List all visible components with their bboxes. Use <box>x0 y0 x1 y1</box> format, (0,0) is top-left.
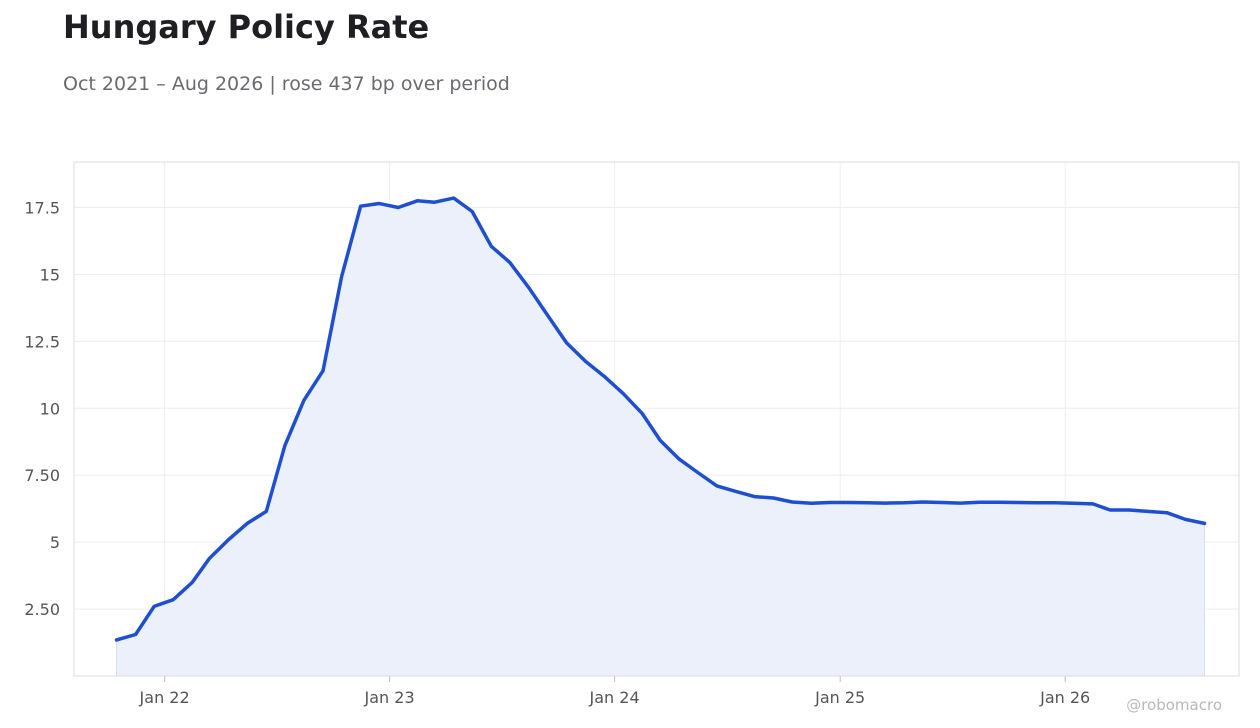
data-point <box>339 274 345 280</box>
y-tick-label: 7.50 <box>24 466 60 485</box>
data-point <box>320 368 326 374</box>
data-point <box>545 313 551 319</box>
data-point <box>601 373 607 379</box>
y-tick-label: 12.5 <box>24 332 60 351</box>
data-point <box>808 500 814 506</box>
series-line-policy-rate <box>114 196 1207 642</box>
data-point <box>151 603 157 609</box>
data-point <box>114 637 120 643</box>
x-tick-label: Jan 25 <box>814 688 865 707</box>
data-point <box>1182 516 1188 522</box>
data-point <box>395 205 401 211</box>
data-point <box>976 499 982 505</box>
data-point <box>676 456 682 462</box>
data-point <box>244 520 250 526</box>
data-point <box>1164 510 1170 516</box>
data-point <box>714 483 720 489</box>
data-point <box>376 200 382 206</box>
data-point <box>695 470 701 476</box>
data-point <box>226 536 232 542</box>
x-tick-label: Jan 24 <box>589 688 640 707</box>
y-tick-label: 10 <box>40 399 60 418</box>
data-point <box>1090 501 1096 507</box>
data-point <box>469 209 475 215</box>
data-point <box>526 285 532 291</box>
data-point <box>507 259 513 265</box>
x-tick-label: Jan 22 <box>139 688 190 707</box>
data-point <box>920 499 926 505</box>
y-axis-ticks: 2.50 5 7.50 10 12.5 15 17.5 <box>24 199 60 620</box>
data-point <box>301 397 307 403</box>
data-point <box>1014 500 1020 506</box>
plot-frame <box>73 161 1240 677</box>
data-point <box>263 508 269 514</box>
data-point <box>789 499 795 505</box>
data-point <box>1071 500 1077 506</box>
data-point <box>996 499 1002 505</box>
data-point <box>882 500 888 506</box>
data-point <box>957 500 963 506</box>
data-point <box>846 500 852 506</box>
data-point <box>451 195 457 201</box>
data-point <box>564 340 570 346</box>
data-point <box>827 500 833 506</box>
y-tick-label: 15 <box>40 265 60 284</box>
data-point <box>771 495 777 501</box>
data-point <box>189 579 195 585</box>
data-point <box>939 500 945 506</box>
y-tick-label: 2.50 <box>24 600 60 619</box>
data-point <box>620 391 626 397</box>
data-point <box>1126 507 1132 513</box>
data-point <box>414 198 420 204</box>
data-point <box>1145 508 1151 514</box>
x-tick-label: Jan 23 <box>364 688 415 707</box>
data-point <box>170 597 176 603</box>
y-tick-label: 5 <box>50 533 60 552</box>
chart-subtitle: Oct 2021 – Aug 2026 | rose 437 bp over p… <box>63 73 510 95</box>
data-point <box>752 494 758 500</box>
data-point <box>488 243 494 249</box>
data-point <box>432 199 438 205</box>
watermark: @robomacro <box>1126 696 1222 714</box>
y-tick-label: 17.5 <box>24 199 60 218</box>
data-point <box>901 500 907 506</box>
data-point <box>657 437 663 443</box>
data-point <box>282 443 288 449</box>
data-point <box>207 555 213 561</box>
data-point <box>1052 500 1058 506</box>
data-point <box>1033 500 1039 506</box>
data-point <box>1107 507 1113 513</box>
chart-title: Hungary Policy Rate <box>63 8 430 46</box>
data-point <box>358 203 364 209</box>
data-point <box>865 500 871 506</box>
data-point <box>1201 520 1207 526</box>
x-axis-ticks: Jan 22 Jan 23 Jan 24 Jan 25 Jan 26 <box>139 688 1091 707</box>
data-point <box>639 411 645 417</box>
area-fill <box>116 197 1205 677</box>
data-point <box>583 358 589 364</box>
data-point <box>732 488 738 494</box>
x-tick-label: Jan 26 <box>1039 688 1090 707</box>
data-point <box>133 632 139 638</box>
